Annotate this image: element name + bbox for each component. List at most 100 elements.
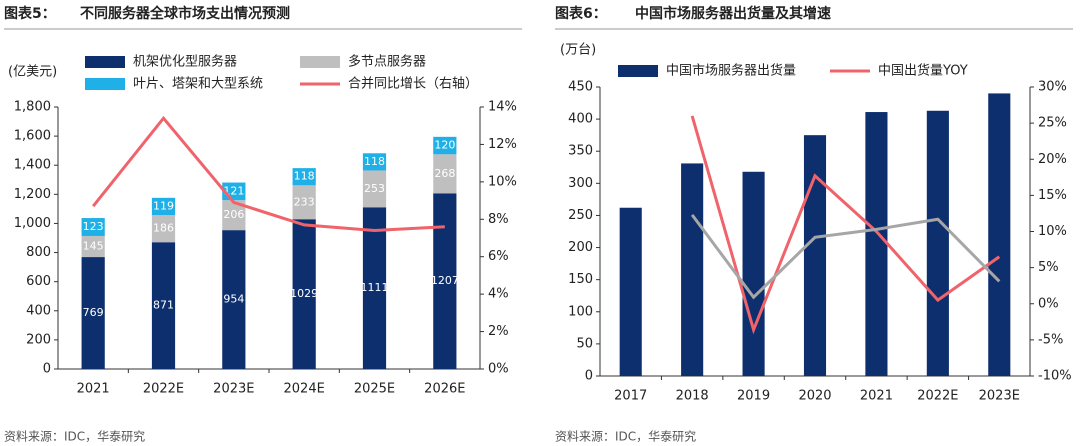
data-label: 186 <box>153 222 174 235</box>
y-tick-label: 800 <box>26 245 51 260</box>
y-axis-unit: (万台) <box>560 43 596 58</box>
data-label: 145 <box>83 240 104 253</box>
legend-label: 中国市场服务器出货量 <box>666 63 796 79</box>
data-label: 1111 <box>361 281 389 294</box>
y-tick-label: 350 <box>568 144 593 159</box>
bar <box>292 168 316 186</box>
data-label: 206 <box>223 208 244 221</box>
y2-tick-label: -10% <box>1038 369 1072 384</box>
bar <box>151 197 176 216</box>
legend-swatch <box>300 56 340 68</box>
data-label: 1029 <box>290 287 318 300</box>
y2-tick-label: -5% <box>1038 332 1063 347</box>
y-tick-label: 450 <box>568 80 593 95</box>
bar <box>292 219 316 369</box>
bar <box>926 110 949 377</box>
figure-label: 图表5： <box>4 5 56 22</box>
bar <box>865 112 888 377</box>
legend-label: 叶片、塔架和大型系统 <box>133 77 263 92</box>
data-label: 118 <box>294 170 315 183</box>
legend-label: 合并同比增长（右轴） <box>348 77 478 92</box>
bar <box>742 171 765 376</box>
y2-tick-label: 10% <box>1038 224 1067 239</box>
x-tick-label: 2023E <box>979 389 1020 404</box>
x-tick-label: 2020 <box>798 389 831 404</box>
bar <box>619 207 642 376</box>
bar <box>151 242 176 369</box>
bar <box>362 153 387 171</box>
y2-tick-label: 2% <box>488 324 509 339</box>
data-label: 233 <box>294 195 315 208</box>
y-tick-label: 200 <box>26 332 51 347</box>
y-tick-label: 400 <box>26 303 51 318</box>
x-tick-label: 2022E <box>917 389 958 404</box>
line-series <box>690 213 1001 300</box>
y2-tick-label: 25% <box>1038 116 1067 131</box>
y-tick-label: 0 <box>43 362 51 377</box>
x-tick-label: 2025E <box>354 382 395 397</box>
x-tick-label: 2017 <box>614 389 647 404</box>
x-tick-label: 2023E <box>213 382 254 397</box>
y2-tick-label: 5% <box>1038 260 1059 275</box>
x-tick-label: 2018 <box>676 389 709 404</box>
x-tick-label: 2021 <box>860 389 893 404</box>
bar <box>988 93 1011 376</box>
y-tick-label: 400 <box>568 112 593 127</box>
bar <box>222 200 246 231</box>
y2-tick-label: 10% <box>488 174 517 189</box>
y2-tick-label: 12% <box>488 137 517 152</box>
bar <box>81 218 105 236</box>
y-tick-label: 1,600 <box>14 129 51 144</box>
bar <box>433 154 457 194</box>
bar <box>681 163 704 376</box>
bar <box>81 257 105 369</box>
data-label: 118 <box>364 155 385 168</box>
y-tick-label: 50 <box>576 336 593 351</box>
x-tick-label: 2021 <box>77 382 110 397</box>
y-tick-label: 1,000 <box>14 216 51 231</box>
bar <box>362 170 387 208</box>
bar <box>81 235 105 258</box>
line-series <box>690 115 1001 335</box>
legend-label: 中国出货量YOY <box>878 63 968 79</box>
y-tick-label: 250 <box>568 208 593 223</box>
y-tick-label: 0 <box>585 369 593 384</box>
figure-label: 图表6： <box>555 5 607 22</box>
y2-tick-label: 8% <box>488 212 509 227</box>
y2-tick-label: 0% <box>488 362 509 377</box>
data-label: 769 <box>83 306 104 319</box>
data-label: 1207 <box>431 274 459 287</box>
legend-swatch <box>85 78 125 90</box>
bar <box>433 136 457 155</box>
y2-tick-label: 15% <box>1038 188 1067 203</box>
y-tick-label: 100 <box>568 304 593 319</box>
y-tick-label: 1,200 <box>14 187 51 202</box>
legend-label: 多节点服务器 <box>348 54 426 70</box>
line-series <box>91 115 445 233</box>
data-label: 119 <box>153 199 174 212</box>
bar <box>292 185 316 220</box>
y-tick-label: 1,800 <box>14 100 51 115</box>
y-tick-label: 1,400 <box>14 158 51 173</box>
source: 资料来源：IDC，华泰研究 <box>555 429 696 444</box>
bar <box>151 215 176 243</box>
y-tick-label: 200 <box>568 240 593 255</box>
data-label: 871 <box>153 299 174 312</box>
y-tick-label: 150 <box>568 272 593 287</box>
bar <box>433 193 457 369</box>
y-tick-label: 300 <box>568 176 593 191</box>
data-label: 954 <box>223 293 244 306</box>
chart-title: 不同服务器全球市场支出情况预测 <box>80 5 290 22</box>
source: 资料来源：IDC，华泰研究 <box>4 429 145 444</box>
x-tick-label: 2026E <box>424 382 465 397</box>
bar <box>362 207 387 369</box>
x-tick-label: 2022E <box>143 382 184 397</box>
y-tick-label: 600 <box>26 274 51 289</box>
y2-tick-label: 6% <box>488 249 509 264</box>
data-label: 120 <box>434 139 455 152</box>
y2-tick-label: 0% <box>1038 296 1059 311</box>
y2-tick-label: 14% <box>488 100 517 115</box>
data-label: 253 <box>364 182 385 195</box>
y2-tick-label: 4% <box>488 287 509 302</box>
